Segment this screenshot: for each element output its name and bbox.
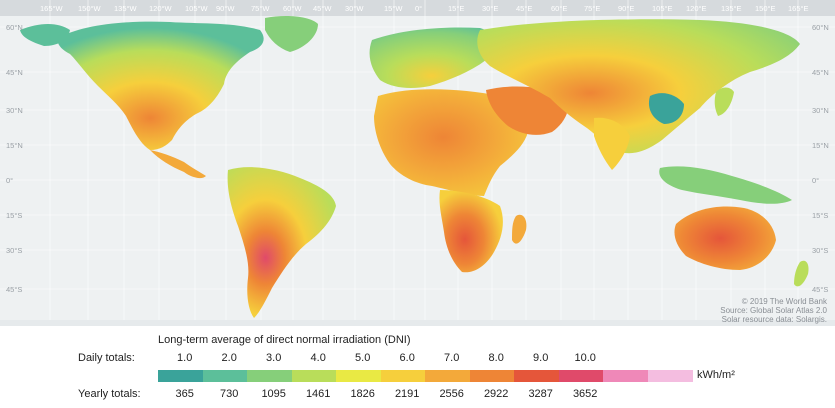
latitude-label: 30°S xyxy=(812,246,829,255)
color-swatch xyxy=(647,370,693,382)
yearly-value: 1826 xyxy=(350,388,375,400)
africa-landmass xyxy=(374,89,529,196)
daily-value: 8.0 xyxy=(488,352,504,364)
longitude-label: 15°W xyxy=(384,4,403,13)
india-landmass xyxy=(594,117,630,170)
south-america-landmass xyxy=(227,167,336,318)
longitude-label: 75°E xyxy=(584,4,601,13)
latitude-label: 15°N xyxy=(812,141,829,150)
daily-value: 1.0 xyxy=(177,352,193,364)
latitude-label: 15°S xyxy=(812,211,829,220)
color-swatch xyxy=(158,370,203,382)
daily-value: 3.0 xyxy=(266,352,282,364)
map-canvas xyxy=(0,0,835,326)
yearly-value: 2556 xyxy=(439,388,464,400)
longitude-label: 30°E xyxy=(482,4,499,13)
asia-landmass xyxy=(477,19,800,154)
southern-africa-landmass xyxy=(439,190,503,273)
daily-value: 2.0 xyxy=(221,352,237,364)
color-swatch xyxy=(558,370,604,382)
daily-value: 4.0 xyxy=(310,352,326,364)
color-swatch xyxy=(247,370,292,382)
longitude-label: 90°W xyxy=(216,4,235,13)
yearly-value: 365 xyxy=(175,388,194,400)
longitude-label: 15°E xyxy=(448,4,465,13)
longitude-label: 105°W xyxy=(185,4,208,13)
yearly-value: 730 xyxy=(220,388,239,400)
latitude-label: 30°S xyxy=(6,246,23,255)
color-swatch xyxy=(291,370,337,382)
color-swatch xyxy=(202,370,248,382)
legend-title: Long-term average of direct normal irrad… xyxy=(158,334,411,346)
latitude-label: 45°N xyxy=(6,68,23,77)
latitude-label: 45°N xyxy=(812,68,829,77)
east-china-low-dni-region xyxy=(648,93,684,124)
longitude-label: 120°W xyxy=(149,4,172,13)
central-america-landmass xyxy=(150,150,206,179)
yearly-value: 1095 xyxy=(261,388,286,400)
longitude-label: 120°E xyxy=(686,4,707,13)
longitude-label: 45°E xyxy=(516,4,533,13)
latitude-label: 0° xyxy=(812,176,820,185)
daily-value: 9.0 xyxy=(533,352,549,364)
latitude-label: 60°N xyxy=(812,23,829,32)
longitude-label: 30°W xyxy=(345,4,364,13)
longitude-label: 135°E xyxy=(721,4,742,13)
europe-landmass xyxy=(369,27,495,88)
credit-line: Source: Global Solar Atlas 2.0 xyxy=(720,306,827,315)
longitude-label: 45°W xyxy=(313,4,332,13)
longitude-label: 0° xyxy=(415,4,423,13)
madagascar-landmass xyxy=(512,214,527,244)
japan-landmass xyxy=(714,87,734,116)
latitude-label: 45°S xyxy=(812,285,829,294)
map-credits: © 2019 The World Bank Source: Global Sol… xyxy=(720,297,827,324)
daily-totals-label: Daily totals: xyxy=(78,352,135,364)
color-swatch xyxy=(425,370,470,382)
north-america-landmass xyxy=(57,21,264,150)
credit-line: © 2019 The World Bank xyxy=(741,297,827,306)
latitude-label: 45°S xyxy=(6,285,23,294)
greenland-landmass xyxy=(265,16,318,52)
longitude-label: 165°E xyxy=(788,4,809,13)
yearly-value: 1461 xyxy=(305,388,331,400)
credit-line: Solar resource data: Solargis. xyxy=(721,315,827,324)
latitude-label: 15°S xyxy=(6,211,23,220)
color-swatch xyxy=(603,370,648,382)
middle-east-landmass xyxy=(486,86,569,135)
longitude-label: 165°W xyxy=(40,4,63,13)
alaska-landmass xyxy=(20,24,70,46)
yearly-value: 3652 xyxy=(572,388,598,400)
unit-label: kWh/m² xyxy=(697,369,735,381)
longitude-label: 60°E xyxy=(551,4,568,13)
longitude-label: 105°E xyxy=(652,4,673,13)
color-swatch xyxy=(514,370,559,382)
latitude-label: 30°N xyxy=(812,106,829,115)
color-swatch xyxy=(380,370,426,382)
australia-landmass xyxy=(674,206,776,270)
color-swatch xyxy=(469,370,515,382)
daily-value: 10.0 xyxy=(574,352,596,364)
longitude-label: 135°W xyxy=(114,4,137,13)
longitude-label: 75°W xyxy=(251,4,270,13)
world-dni-map: 165°W 150°W 135°W 120°W 105°W 90°W 75°W 60°W 45°… xyxy=(0,0,835,326)
daily-value: 6.0 xyxy=(399,352,415,364)
yearly-value: 3287 xyxy=(528,388,553,400)
daily-value: 7.0 xyxy=(444,352,460,364)
longitude-label: 90°E xyxy=(618,4,635,13)
southeast-asia-islands xyxy=(659,166,792,204)
latitude-label: 30°N xyxy=(6,106,23,115)
yearly-value: 2922 xyxy=(483,388,509,400)
latitude-label: 0° xyxy=(6,176,14,185)
yearly-totals-label: Yearly totals: xyxy=(78,388,141,400)
yearly-value: 2191 xyxy=(394,388,420,400)
daily-value: 5.0 xyxy=(355,352,371,364)
dni-legend: Long-term average of direct normal irrad… xyxy=(0,326,835,408)
latitude-label: 60°N xyxy=(6,23,23,32)
longitude-label: 150°W xyxy=(78,4,101,13)
color-swatch xyxy=(336,370,381,382)
longitude-label: 150°E xyxy=(755,4,776,13)
longitude-label: 60°W xyxy=(283,4,302,13)
new-zealand-landmass xyxy=(794,260,809,287)
latitude-label: 15°N xyxy=(6,141,23,150)
